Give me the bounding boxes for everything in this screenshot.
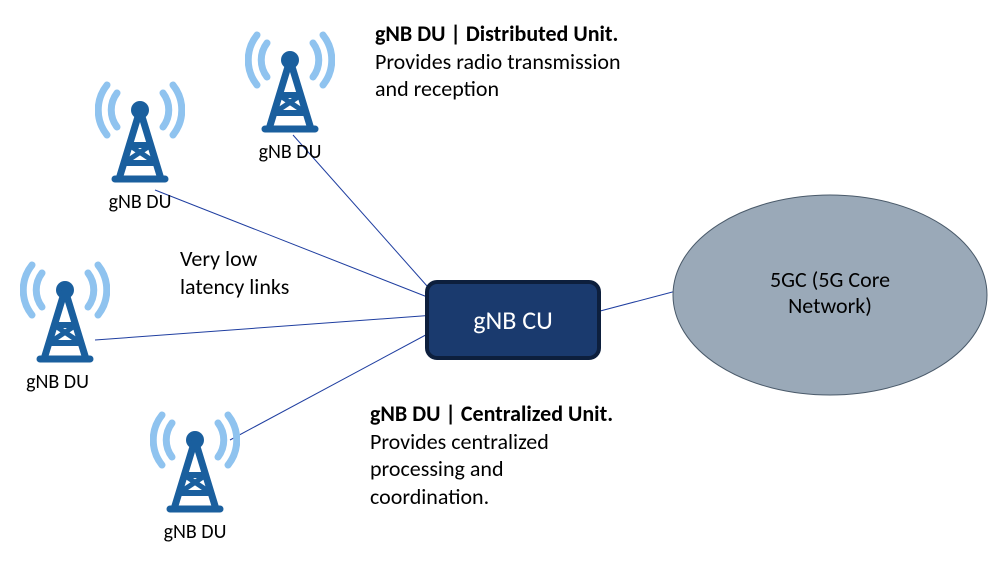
tower-icon	[95, 75, 185, 185]
du-note-header: gNB DU | Distributed Unit.	[375, 20, 618, 47]
diagram-canvas: { "diagram": { "type": "network", "backg…	[0, 0, 1000, 570]
latency-line2: latency links	[180, 273, 289, 300]
tower-label-du2: gNB DU	[95, 190, 185, 214]
core-label-line1: 5GC (5G Core	[770, 266, 890, 293]
tower-label-du3: gNB DU	[5, 370, 110, 394]
core-label-line2: Network)	[788, 292, 872, 319]
cu-note-body1: Provides centralized	[370, 428, 549, 455]
cu-note-body3: coordination.	[370, 483, 489, 510]
latency-label: Very low latency links	[180, 245, 289, 300]
cu-note-header: gNB DU | Centralized Unit.	[370, 400, 613, 427]
du-note: gNB DU | Distributed Unit. Provides radi…	[375, 20, 621, 103]
du-note-body1: Provides radio transmission	[375, 48, 621, 75]
cu-label: gNB CU	[473, 304, 553, 336]
core-label: 5GC (5G Core Network)	[740, 267, 920, 320]
tower-du1: gNB DU	[245, 25, 335, 164]
du-note-body2: and reception	[375, 75, 499, 102]
cu-note-body2: processing and	[370, 455, 504, 482]
tower-du3: gNB DU	[20, 255, 110, 394]
tower-du4: gNB DU	[150, 405, 240, 544]
tower-du2: gNB DU	[95, 75, 185, 214]
tower-icon	[245, 25, 335, 135]
cu-note: gNB DU | Centralized Unit. Provides cent…	[370, 400, 613, 510]
tower-icon	[20, 255, 110, 365]
latency-line1: Very low	[180, 245, 257, 272]
tower-icon	[150, 405, 240, 515]
tower-label-du4: gNB DU	[150, 520, 240, 544]
tower-label-du1: gNB DU	[245, 140, 335, 164]
cu-box: gNB CU	[425, 280, 601, 360]
